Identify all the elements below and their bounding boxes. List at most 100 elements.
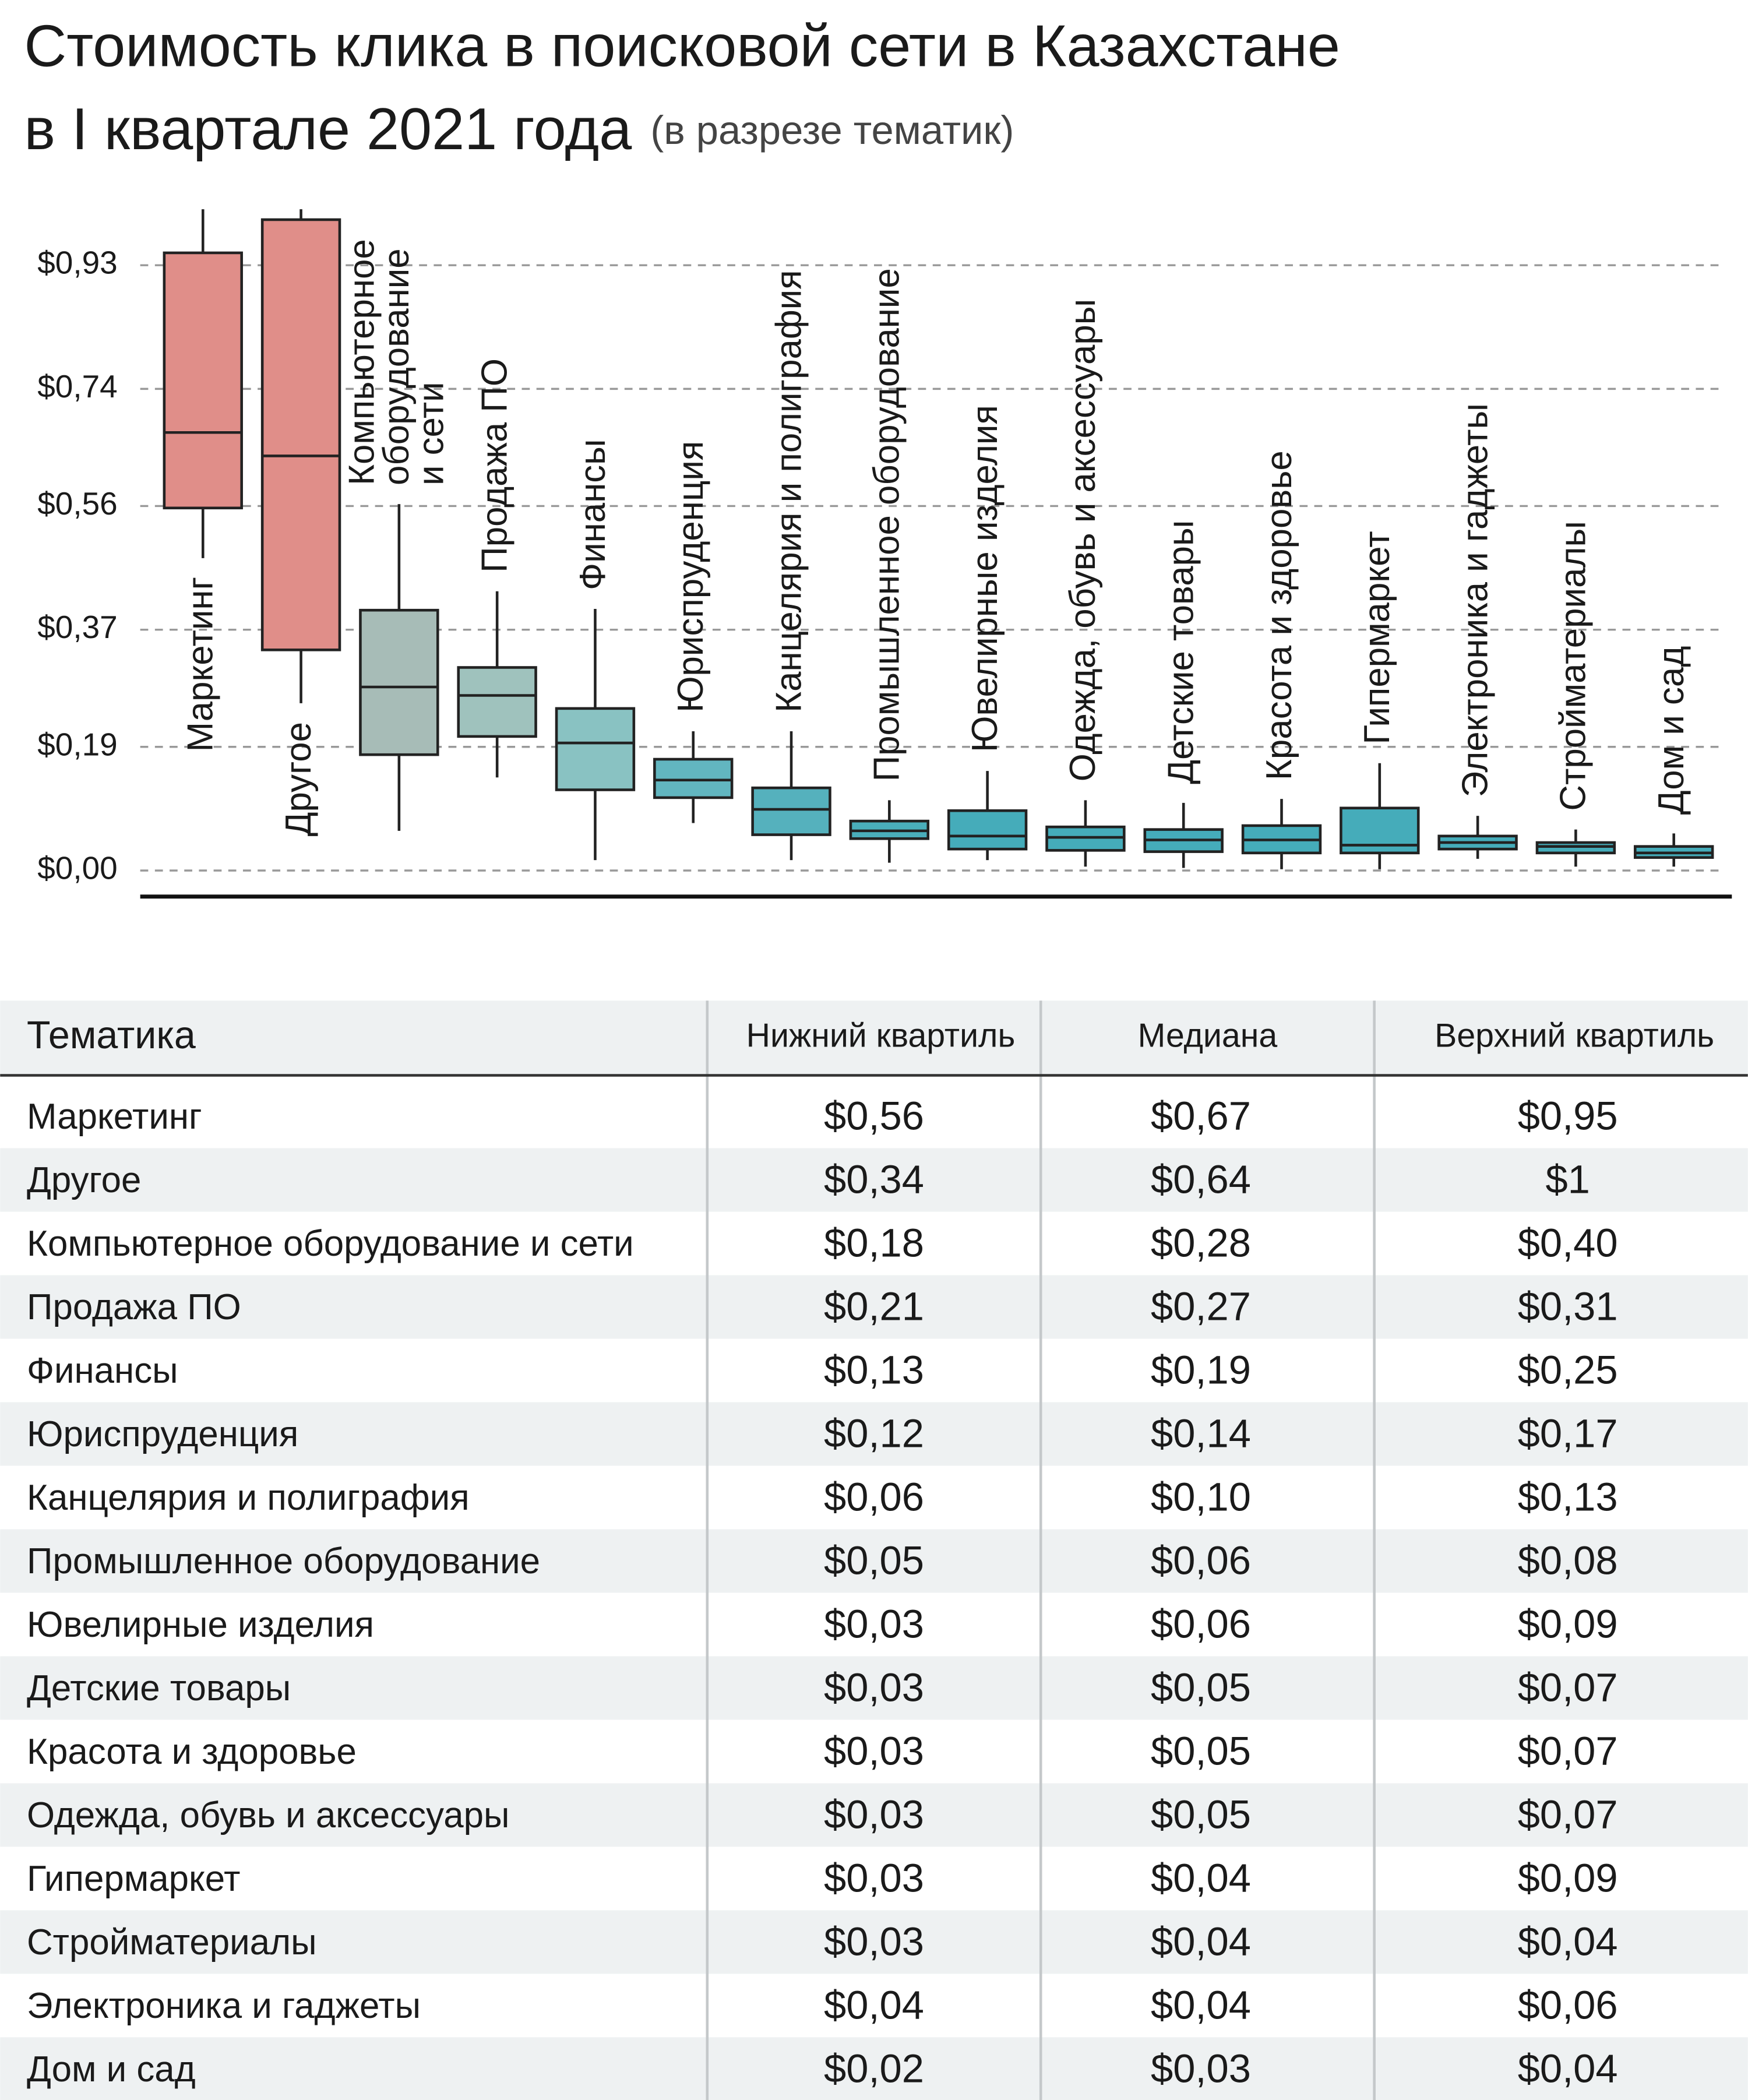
row-band: [0, 1402, 1748, 1466]
box: [653, 757, 734, 799]
table-cell: $0,03: [824, 1665, 924, 1710]
row-label: Электроника и гаджеты: [27, 1986, 421, 2026]
table-cell: $0,40: [1518, 1221, 1618, 1266]
table-cell: $0,25: [1518, 1348, 1618, 1393]
category-label: Промышленное оборудование: [867, 268, 907, 781]
table-cell: $0,05: [824, 1538, 924, 1583]
table-cell: $0,10: [1151, 1475, 1251, 1520]
box: [260, 218, 341, 651]
y-tick-label: $0,37: [37, 609, 117, 645]
table-cell: $0,95: [1518, 1094, 1618, 1139]
row-band: [0, 1656, 1748, 1720]
box: [163, 251, 243, 510]
table-cell: $0,03: [824, 1602, 924, 1647]
category-label: Одежда, обувь и аксессуары: [1063, 299, 1103, 781]
table-cell: $0,56: [824, 1094, 924, 1139]
table-cell: $0,09: [1518, 1856, 1618, 1901]
table-cell: $0,02: [824, 2046, 924, 2091]
box: [457, 666, 537, 738]
table-cell: $0,05: [1151, 1665, 1251, 1710]
y-tick-label: $0,74: [37, 368, 117, 404]
category-label: Дом и сад: [1651, 646, 1691, 815]
chart-title: в I квартале 2021 года (в разрезе тематик…: [24, 97, 1014, 162]
table-cell: $0,04: [824, 1983, 924, 2028]
table-cell: $0,12: [824, 1411, 924, 1456]
column-header: Медиана: [1138, 1017, 1278, 1055]
category-label: Ювелирные изделия: [965, 405, 1005, 752]
category-label-line: Компьютерное: [342, 229, 382, 485]
table-cell: $0,08: [1518, 1538, 1618, 1583]
category-label: Стройматериалы: [1553, 521, 1594, 811]
column-header: Верхний квартиль: [1435, 1017, 1714, 1055]
row-label: Компьютерное оборудование и сети: [27, 1224, 634, 1264]
row-label: Другое: [27, 1160, 141, 1200]
table-cell: $0,04: [1151, 1856, 1251, 1901]
row-label: Одежда, обувь и аксессуары: [27, 1795, 509, 1835]
category-label-line: и сети: [411, 382, 452, 485]
table-cell: $0,18: [824, 1221, 924, 1266]
table-cell: $0,27: [1151, 1284, 1251, 1329]
table-cell: $0,06: [1518, 1983, 1618, 2028]
chart-title-line: в I квартале 2021 года: [24, 97, 632, 162]
box: [359, 608, 439, 756]
box: [947, 809, 1028, 851]
column-header: Нижний квартиль: [746, 1017, 1016, 1055]
row-label: Продажа ПО: [27, 1287, 241, 1327]
chart-title: Стоимость клика в поисковой сети в Казах…: [24, 14, 1340, 79]
category-label: Детские товары: [1161, 520, 1201, 784]
row-label: Детские товары: [27, 1668, 291, 1708]
row-band: [0, 1148, 1748, 1212]
table-cell: $0,64: [1151, 1157, 1251, 1202]
table-cell: $0,17: [1518, 1411, 1618, 1456]
category-label: Финансы: [573, 439, 613, 590]
row-band: [0, 2037, 1748, 2100]
table-cell: $0,34: [824, 1157, 924, 1202]
y-tick-label: $0,56: [37, 485, 117, 522]
table-cell: $0,06: [1151, 1602, 1251, 1647]
category-label: Компьютерное оборудование и сети: [342, 229, 452, 485]
row-label: Дом и сад: [27, 2049, 196, 2090]
table-cell: $0,04: [1518, 2046, 1618, 2091]
row-band: [0, 1275, 1748, 1339]
table-cell: $0,03: [824, 1856, 924, 1901]
box: [751, 786, 831, 836]
y-tick-label: $0,19: [37, 726, 117, 762]
table-cell: $0,06: [824, 1475, 924, 1520]
table-cell: $0,04: [1518, 1919, 1618, 1964]
table-cell: $0,04: [1151, 1919, 1251, 1964]
table-cell: $0,03: [824, 1919, 924, 1964]
y-tick-label: $0,00: [37, 850, 117, 886]
table-cell: $0,13: [1518, 1475, 1618, 1520]
table-cell: $0,67: [1151, 1094, 1251, 1139]
table-cell: $0,07: [1518, 1665, 1618, 1710]
table-cell: $0,04: [1151, 1983, 1251, 2028]
row-band: [0, 1910, 1748, 1974]
category-label: Маркетинг: [181, 577, 221, 752]
row-label: Юриспруденция: [27, 1414, 298, 1454]
table-cell: $0,13: [824, 1348, 924, 1393]
row-label: Маркетинг: [27, 1097, 202, 1137]
category-label: Гипермаркет: [1357, 531, 1397, 744]
row-band: [0, 1783, 1748, 1847]
row-label: Ювелирные изделия: [27, 1605, 374, 1645]
category-label-line: оборудование: [376, 238, 417, 485]
table-cell: $1: [1545, 1157, 1590, 1202]
table-cell: $0,21: [824, 1284, 924, 1329]
row-label: Гипермаркет: [27, 1859, 240, 1899]
table-cell: $0,09: [1518, 1602, 1618, 1647]
table-cell: $0,28: [1151, 1221, 1251, 1266]
table-header-bg: [0, 1000, 1748, 1076]
row-label: Красота и здоровье: [27, 1732, 357, 1772]
table-cell: $0,05: [1151, 1792, 1251, 1837]
table-cell: $0,05: [1151, 1729, 1251, 1774]
table-cell: $0,07: [1518, 1792, 1618, 1837]
column-header: Тематика: [27, 1014, 196, 1057]
row-label: Промышленное оборудование: [27, 1541, 540, 1581]
table-cell: $0,03: [824, 1792, 924, 1837]
table-cell: $0,14: [1151, 1411, 1251, 1456]
row-label: Финансы: [27, 1351, 178, 1391]
table-cell: $0,31: [1518, 1284, 1618, 1329]
box: [555, 707, 636, 791]
